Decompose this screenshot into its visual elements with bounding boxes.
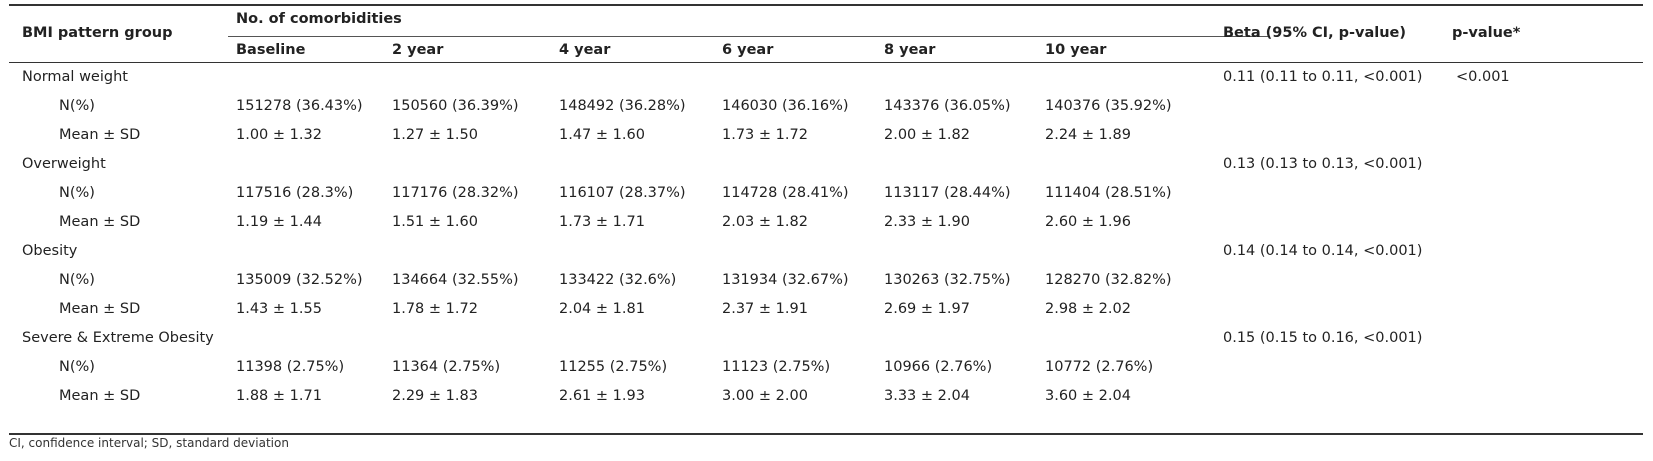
table-cell-mean: 2.33 ± 1.90 [884, 214, 970, 230]
table-cell-n: 133422 (32.6%) [559, 272, 677, 288]
table-cell-mean: 2.24 ± 1.89 [1045, 127, 1131, 143]
header-timepoint: 8 year [884, 42, 936, 58]
table-cell-n: 146030 (36.16%) [722, 98, 849, 114]
table-cell-n: 148492 (36.28%) [559, 98, 686, 114]
beta-value: 0.11 (0.11 to 0.11, <0.001) [1223, 69, 1423, 85]
table-cell-mean: 1.47 ± 1.60 [559, 127, 645, 143]
header-timepoint: 10 year [1045, 42, 1107, 58]
table-cell-n: 151278 (36.43%) [236, 98, 363, 114]
table-cell-n: 117176 (28.32%) [392, 185, 519, 201]
table-cell-mean: 1.43 ± 1.55 [236, 301, 322, 317]
header-timepoint: 4 year [559, 42, 611, 58]
top-rule [9, 4, 1643, 6]
group-name: Normal weight [22, 69, 128, 85]
table-cell-mean: 3.00 ± 2.00 [722, 388, 808, 404]
table-cell-mean: 2.69 ± 1.97 [884, 301, 970, 317]
beta-value: 0.15 (0.15 to 0.16, <0.001) [1223, 330, 1423, 346]
table-cell-mean: 2.37 ± 1.91 [722, 301, 808, 317]
header-pvalue: p-value* [1452, 25, 1521, 41]
bottom-rule [9, 433, 1643, 435]
table-cell-mean: 1.19 ± 1.44 [236, 214, 322, 230]
table-cell-n: 134664 (32.55%) [392, 272, 519, 288]
table-cell-mean: 1.00 ± 1.32 [236, 127, 322, 143]
table-cell-mean: 2.61 ± 1.93 [559, 388, 645, 404]
header-timepoint: Baseline [236, 42, 306, 58]
table-cell-mean: 1.73 ± 1.71 [559, 214, 645, 230]
table-cell-n: 114728 (28.41%) [722, 185, 849, 201]
table-cell-mean: 2.03 ± 1.82 [722, 214, 808, 230]
header-group: BMI pattern group [22, 25, 173, 41]
table-cell-n: 131934 (32.67%) [722, 272, 849, 288]
table-cell-n: 128270 (32.82%) [1045, 272, 1172, 288]
table-cell-n: 143376 (36.05%) [884, 98, 1011, 114]
table-cell-n: 111404 (28.51%) [1045, 185, 1172, 201]
row-label-mean: Mean ± SD [59, 301, 141, 317]
table-cell-mean: 1.27 ± 1.50 [392, 127, 478, 143]
table-cell-mean: 2.60 ± 1.96 [1045, 214, 1131, 230]
table-cell-n: 10966 (2.76%) [884, 359, 993, 375]
table-cell-n: 135009 (32.52%) [236, 272, 363, 288]
row-label-mean: Mean ± SD [59, 388, 141, 404]
header-beta: Beta (95% CI, p-value) [1223, 25, 1407, 41]
group-name: Severe & Extreme Obesity [22, 330, 214, 346]
table-cell-n: 11398 (2.75%) [236, 359, 345, 375]
table-cell-n: 117516 (28.3%) [236, 185, 354, 201]
row-label-n: N(%) [59, 98, 95, 114]
row-label-n: N(%) [59, 185, 95, 201]
table-cell-n: 116107 (28.37%) [559, 185, 686, 201]
table-cell-mean: 3.60 ± 2.04 [1045, 388, 1131, 404]
table-cell-mean: 1.73 ± 1.72 [722, 127, 808, 143]
table-cell-n: 11255 (2.75%) [559, 359, 668, 375]
comorbidities-underline [228, 36, 1270, 37]
table-cell-n: 130263 (32.75%) [884, 272, 1011, 288]
table-cell-mean: 1.88 ± 1.71 [236, 388, 322, 404]
table-footnote: CI, confidence interval; SD, standard de… [9, 436, 289, 450]
header-timepoint: 6 year [722, 42, 774, 58]
row-label-n: N(%) [59, 272, 95, 288]
table-cell-mean: 3.33 ± 2.04 [884, 388, 970, 404]
table-cell-mean: 2.04 ± 1.81 [559, 301, 645, 317]
beta-value: 0.13 (0.13 to 0.13, <0.001) [1223, 156, 1423, 172]
table-cell-n: 11123 (2.75%) [722, 359, 831, 375]
header-comorbidities: No. of comorbidities [236, 11, 402, 27]
beta-value: 0.14 (0.14 to 0.14, <0.001) [1223, 243, 1423, 259]
group-name: Overweight [22, 156, 106, 172]
table-cell-n: 11364 (2.75%) [392, 359, 501, 375]
table-cell-mean: 1.78 ± 1.72 [392, 301, 478, 317]
table-cell-n: 113117 (28.44%) [884, 185, 1011, 201]
table-cell-n: 150560 (36.39%) [392, 98, 519, 114]
row-label-n: N(%) [59, 359, 95, 375]
table-cell-n: 10772 (2.76%) [1045, 359, 1154, 375]
table-cell-mean: 2.29 ± 1.83 [392, 388, 478, 404]
row-label-mean: Mean ± SD [59, 127, 141, 143]
group-name: Obesity [22, 243, 78, 259]
header-timepoint: 2 year [392, 42, 444, 58]
row-label-mean: Mean ± SD [59, 214, 141, 230]
table-cell-mean: 2.98 ± 2.02 [1045, 301, 1131, 317]
p-value: <0.001 [1456, 69, 1510, 85]
table-cell-mean: 2.00 ± 1.82 [884, 127, 970, 143]
header-rule [9, 62, 1643, 63]
table-cell-n: 140376 (35.92%) [1045, 98, 1172, 114]
table-cell-mean: 1.51 ± 1.60 [392, 214, 478, 230]
